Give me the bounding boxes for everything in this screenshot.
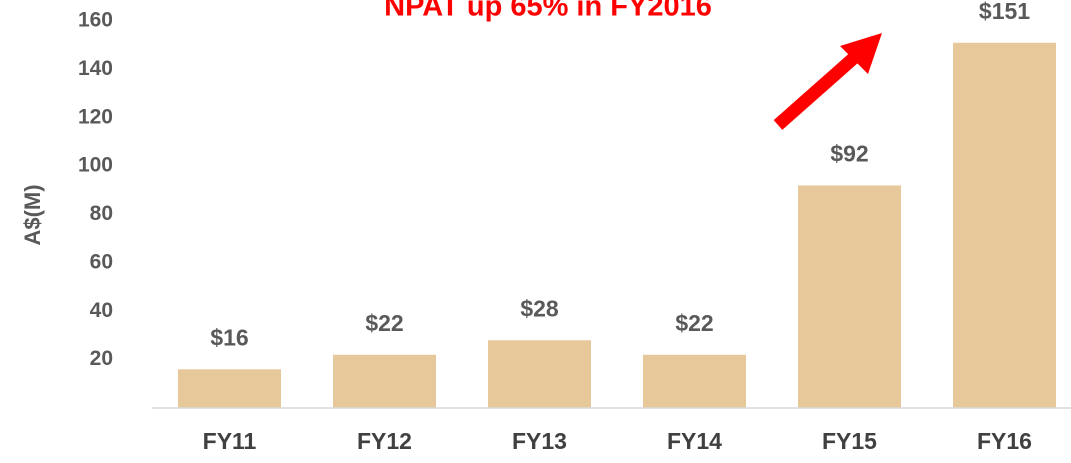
y-tick-label: 120 [78,105,113,128]
value-label: $92 [830,141,868,167]
y-axis-label: A$(M) [20,184,45,245]
bar [178,369,281,408]
arrow [773,33,882,130]
y-tick-label: 140 [78,57,113,80]
value-label: $22 [675,310,713,336]
value-label: $151 [979,0,1030,24]
y-tick-label: 40 [90,299,113,322]
x-tick-label: FY16 [977,428,1032,454]
y-tick-label: 60 [90,250,113,273]
bar [643,354,746,408]
x-tick-label: FY11 [203,428,257,454]
bar [333,354,436,408]
bar [798,185,901,408]
x-tick-label: FY15 [822,428,877,454]
y-tick-label: 160 [78,9,113,32]
bar [953,42,1056,409]
value-label: $22 [365,310,403,336]
x-tick-label: FY12 [357,428,412,454]
y-tick-label: 20 [90,347,113,370]
value-label: $28 [520,295,559,321]
value-label: $16 [210,324,248,350]
x-tick-label: FY13 [512,428,567,454]
bar [488,340,591,408]
arrow-head [840,33,882,74]
x-tick-label: FY14 [667,428,722,454]
y-tick-label: 100 [78,154,113,177]
arrow-shaft [773,51,861,130]
y-tick-label: 80 [90,202,113,225]
chart-title: NPAT up 65% in FY2016 [384,0,712,23]
